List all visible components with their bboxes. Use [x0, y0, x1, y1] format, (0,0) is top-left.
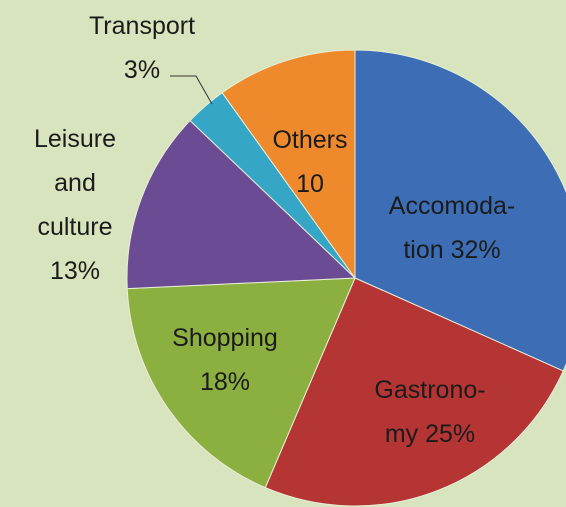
- slice-label: Shopping 18%: [172, 316, 278, 404]
- category-label: Transport: [88, 12, 196, 40]
- pie-slice: [264, 277, 564, 507]
- pie-slice: [126, 119, 357, 290]
- pie-slice: [221, 49, 356, 280]
- slice-label: Leisure and culture 13%: [34, 117, 116, 293]
- category-label: Others: [272, 126, 348, 154]
- value-label: 25%: [425, 420, 476, 448]
- slice-label: Gastrono- my 25%: [374, 368, 485, 456]
- value-label: 13%: [49, 257, 101, 285]
- category-label: Leisure and culture: [34, 125, 116, 241]
- category-label: Gastrono- my: [374, 376, 486, 448]
- value-label: 3%: [123, 56, 161, 84]
- pie-slice: [354, 49, 566, 372]
- pie-slice: [126, 277, 356, 489]
- slice-label: Accomoda- tion 32%: [389, 184, 515, 272]
- leader-line: [170, 75, 213, 105]
- value-label: 10: [296, 170, 324, 198]
- slice-label: Others 10: [272, 118, 347, 206]
- value-label: 18%: [199, 368, 251, 396]
- category-label: Accomoda- tion: [388, 192, 516, 264]
- slice-label: Transport 3%: [89, 4, 195, 92]
- category-label: Shopping: [172, 324, 278, 352]
- value-label: 32%: [450, 236, 501, 264]
